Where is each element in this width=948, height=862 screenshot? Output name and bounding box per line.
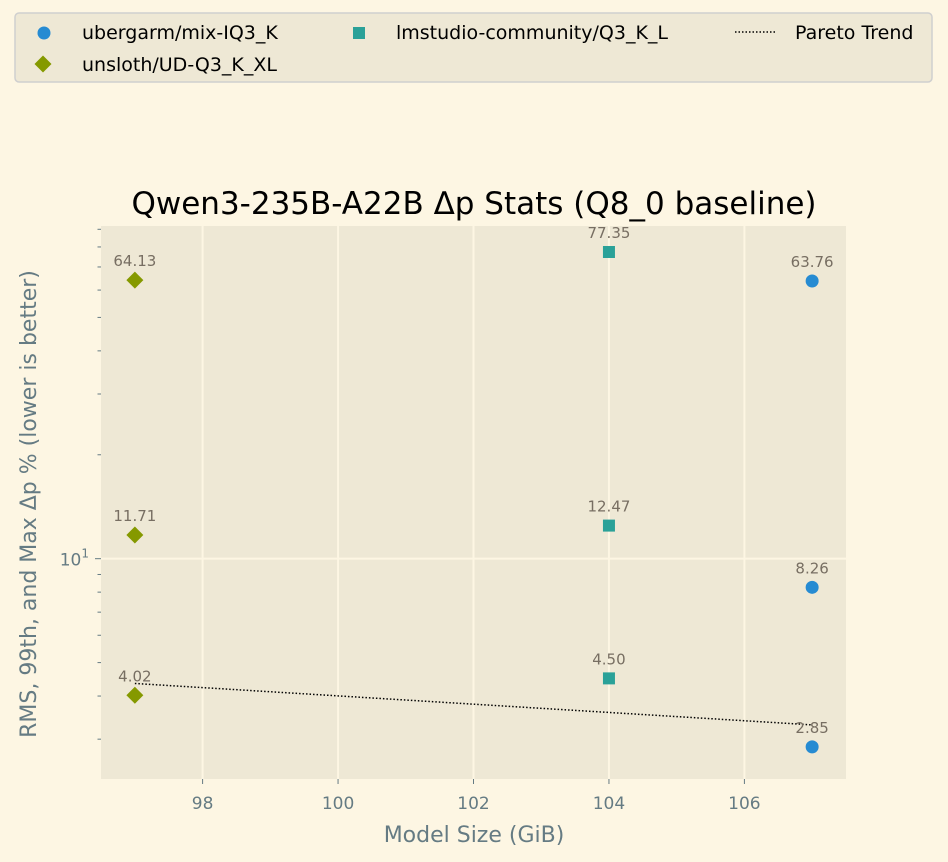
legend-entry-lmstudio: lmstudio-community/Q3_K_L <box>353 22 668 44</box>
trend-layer <box>134 682 813 726</box>
data-label: 4.02 <box>118 667 151 685</box>
data-marks: 63.76 8.26 2.85 77.35 12.47 4.50 64.13 11.71 4.0… <box>113 224 834 754</box>
data-point-square <box>602 672 615 685</box>
data-label: 63.76 <box>791 253 834 271</box>
legend-label: Pareto Trend <box>795 22 913 44</box>
data-point-diamond <box>126 526 144 544</box>
data-point-circle <box>805 740 819 754</box>
data-label: 64.13 <box>113 252 156 270</box>
data-label: 11.71 <box>113 507 156 525</box>
data-label: 8.26 <box>795 559 828 577</box>
x-tick-label: 104 <box>593 794 625 814</box>
x-axis-label: Model Size (GiB) <box>384 823 565 848</box>
y-tick-label: 101 <box>60 547 89 571</box>
data-point-diamond <box>126 271 144 289</box>
x-tick-label: 106 <box>728 794 760 814</box>
x-tick-label: 98 <box>192 794 214 814</box>
data-label: 4.50 <box>592 650 625 668</box>
data-point-circle <box>805 274 819 288</box>
legend-entry-ubergarm: ubergarm/mix-IQ3_K <box>37 22 278 44</box>
legend-entry-pareto: Pareto Trend <box>735 22 913 44</box>
data-label: 12.47 <box>587 498 630 516</box>
legend-marker-diamond <box>34 55 52 73</box>
legend-label: lmstudio-community/Q3_K_L <box>396 22 668 44</box>
legend-frame <box>14 12 933 83</box>
legend-marker-square <box>353 27 365 39</box>
data-point-diamond <box>126 686 144 704</box>
data-label: 2.85 <box>795 719 828 737</box>
pareto-trend-line <box>134 682 813 726</box>
data-label: 77.35 <box>587 224 630 242</box>
data-point-circle <box>805 580 819 594</box>
y-axis-label: RMS, 99th, and Max Δp % (lower is better… <box>17 270 42 738</box>
legend-entry-unsloth: unsloth/UD-Q3_K_XL <box>34 54 277 76</box>
legend-label: ubergarm/mix-IQ3_K <box>82 22 278 44</box>
data-point-square <box>602 246 615 259</box>
x-tick-label: 102 <box>457 794 489 814</box>
chart-title: Qwen3-235B-A22B Δp Stats (Q8_0 baseline) <box>131 186 816 222</box>
grid <box>101 226 846 779</box>
legend: ubergarm/mix-IQ3_K lmstudio-community/Q3… <box>14 12 933 83</box>
data-point-square <box>602 519 615 532</box>
legend-label: unsloth/UD-Q3_K_XL <box>82 54 277 76</box>
axis-ticks: 98 100 102 104 106 101 <box>60 228 761 814</box>
x-tick-label: 100 <box>322 794 354 814</box>
legend-marker-circle <box>37 26 51 40</box>
